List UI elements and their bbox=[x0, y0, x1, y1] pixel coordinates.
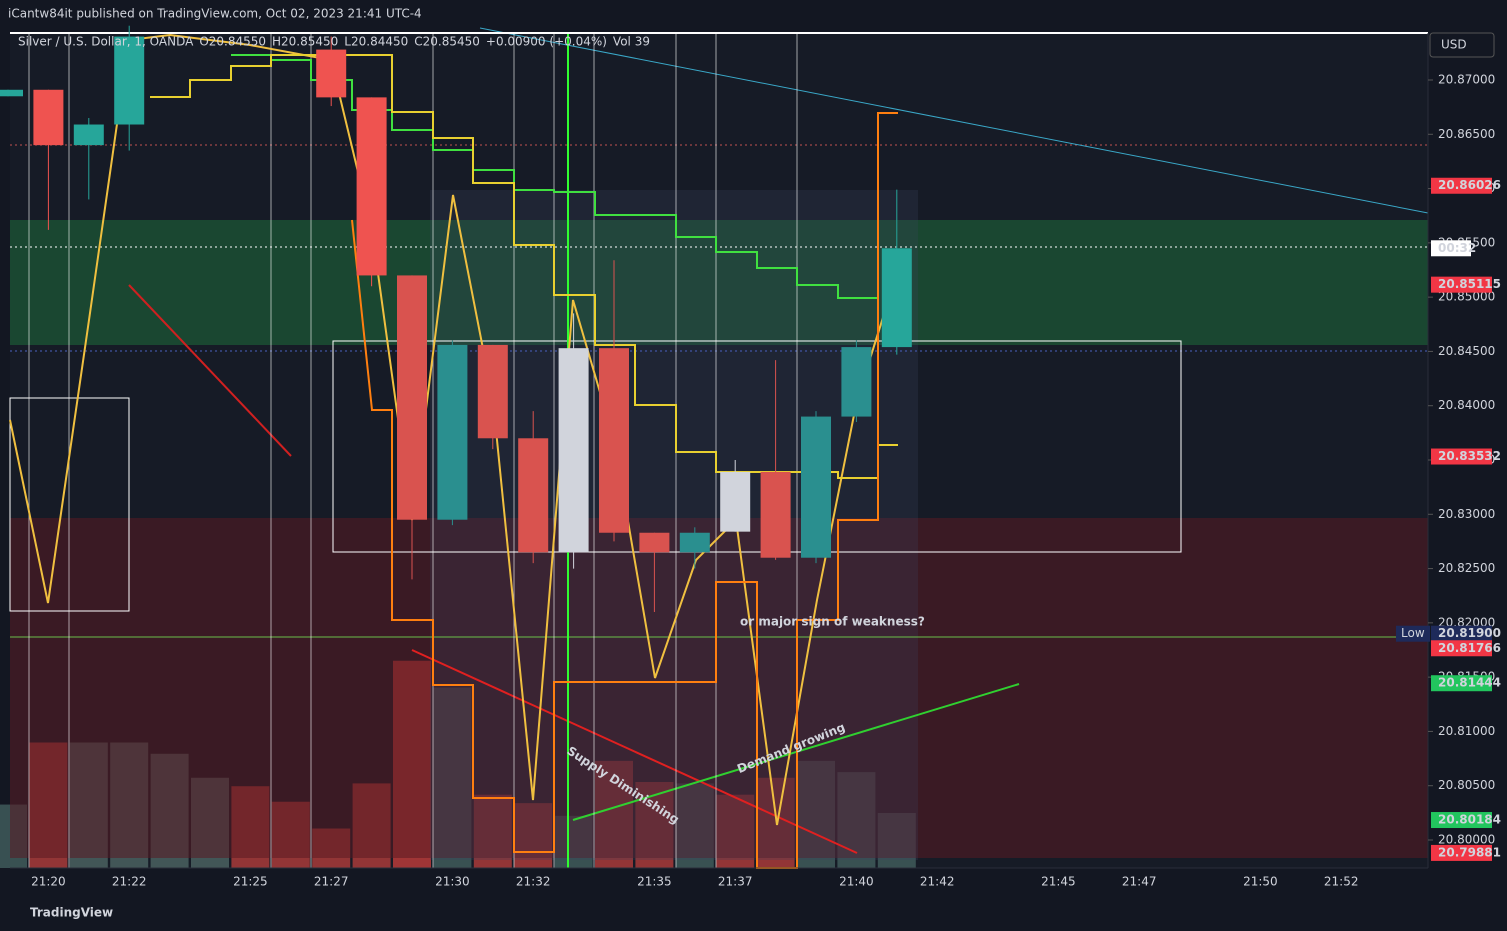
legend-item: L20.84450 bbox=[344, 35, 408, 49]
price-label: 20.81766 bbox=[1438, 641, 1501, 655]
price-label: 00:32 bbox=[1438, 241, 1476, 255]
y-tick-label: 20.82500 bbox=[1438, 561, 1495, 575]
x-tick-label: 21:37 bbox=[718, 875, 753, 889]
candle-body bbox=[397, 275, 427, 520]
x-tick-label: 21:50 bbox=[1243, 875, 1278, 889]
currency-box bbox=[1429, 32, 1495, 58]
price-label-box bbox=[1431, 276, 1492, 293]
price-label-box bbox=[1431, 844, 1492, 861]
x-tick-label: 21:30 bbox=[435, 875, 470, 889]
price-label-box bbox=[1431, 240, 1471, 257]
y-tick-label: 20.87000 bbox=[1438, 73, 1495, 87]
candle-body bbox=[720, 471, 751, 532]
footer: TradingView bbox=[30, 906, 113, 920]
x-tick-label: 21:47 bbox=[1122, 875, 1157, 889]
x-tick-label: 21:22 bbox=[112, 875, 147, 889]
y-tick-label: 20.85000 bbox=[1438, 290, 1495, 304]
x-tick-label: 21:20 bbox=[31, 875, 66, 889]
supply-line bbox=[411, 649, 858, 854]
candle-body bbox=[518, 438, 549, 553]
x-tick-label: 21:35 bbox=[637, 875, 672, 889]
price-label-box bbox=[1431, 625, 1492, 642]
price-tag-box bbox=[1396, 625, 1430, 642]
price-label: 20.85115 bbox=[1438, 277, 1501, 291]
demand-zone bbox=[10, 220, 1428, 345]
volume-profile bbox=[430, 190, 918, 860]
price-label: 20.86026 bbox=[1438, 178, 1501, 192]
price-label: 20.83532 bbox=[1438, 449, 1501, 463]
indicator-line bbox=[231, 54, 879, 299]
x-tick-label: 21:27 bbox=[314, 875, 349, 889]
candle-body bbox=[73, 124, 104, 146]
price-label-box bbox=[1431, 812, 1492, 829]
price-tag: Low bbox=[1401, 626, 1425, 640]
annotation: or major sign of weakness? bbox=[740, 615, 925, 629]
decor bbox=[9, 27, 1429, 869]
price-label: 20.81900 bbox=[1438, 626, 1501, 640]
legend-item: H20.85450 bbox=[272, 35, 338, 49]
x-tick-label: 21:52 bbox=[1324, 875, 1359, 889]
candle-body bbox=[477, 344, 508, 439]
legend-item: +0.00900 (+0.04%) bbox=[486, 35, 607, 49]
y-tick-label: 20.83000 bbox=[1438, 507, 1495, 521]
legend-item: Vol 39 bbox=[613, 35, 650, 49]
price-label-box bbox=[1431, 448, 1492, 465]
y-tick-label: 20.80000 bbox=[1438, 833, 1495, 847]
y-tick-label: 20.80500 bbox=[1438, 778, 1495, 792]
price-label-box bbox=[1431, 640, 1492, 657]
range-box bbox=[332, 340, 1182, 553]
candle-body bbox=[841, 347, 872, 417]
candle-body bbox=[0, 89, 23, 97]
x-tick-label: 21:42 bbox=[920, 875, 955, 889]
indicator-line bbox=[351, 112, 898, 869]
candle-body bbox=[639, 532, 670, 553]
currency: USD bbox=[1441, 38, 1467, 52]
price-label-box bbox=[1431, 177, 1492, 194]
legend-item: Silver / U.S. Dollar, 1, OANDA bbox=[18, 35, 194, 49]
x-tick-label: 21:32 bbox=[516, 875, 551, 889]
candle-body bbox=[599, 348, 629, 533]
y-tick-label: 20.84500 bbox=[1438, 344, 1495, 358]
legend-item: O20.84550 bbox=[199, 35, 266, 49]
x-tick-label: 21:25 bbox=[233, 875, 268, 889]
price-label: 20.79881 bbox=[1438, 845, 1501, 859]
legend-item: C20.85450 bbox=[414, 35, 480, 49]
trend-line bbox=[128, 284, 292, 457]
candle-body bbox=[881, 248, 912, 348]
supply-zone bbox=[10, 518, 1428, 858]
candle-body bbox=[33, 89, 64, 146]
candle-body bbox=[356, 97, 387, 276]
price-label: 20.80184 bbox=[1438, 813, 1501, 827]
candle-body bbox=[558, 348, 589, 553]
x-tick-label: 21:40 bbox=[839, 875, 874, 889]
price-label-box bbox=[1431, 675, 1492, 692]
y-tick-label: 20.84000 bbox=[1438, 398, 1495, 412]
price-label: 20.81444 bbox=[1438, 676, 1501, 690]
candle-body bbox=[679, 532, 710, 553]
candle-body bbox=[437, 344, 468, 520]
y-tick-label: 20.86500 bbox=[1438, 127, 1495, 141]
published: iCantw84it published on TradingView.com,… bbox=[8, 7, 422, 21]
candle-body bbox=[801, 416, 831, 558]
trend-line bbox=[479, 27, 1429, 214]
candle-body bbox=[114, 36, 145, 125]
candle-body bbox=[760, 471, 791, 558]
x-tick-label: 21:45 bbox=[1041, 875, 1076, 889]
candle-body bbox=[316, 49, 347, 98]
y-tick-label: 20.81000 bbox=[1438, 724, 1495, 738]
